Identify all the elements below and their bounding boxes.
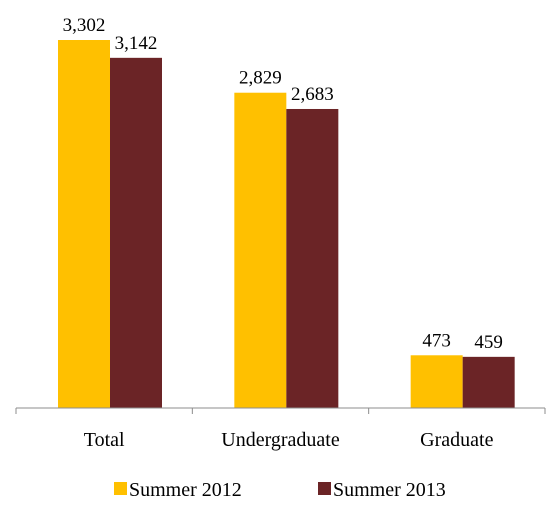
legend-swatch-summer-2012 (114, 482, 127, 495)
data-label-undergraduate-summer-2013: 2,683 (291, 84, 334, 105)
bar-graduate-summer-2013 (462, 356, 515, 408)
bar-undergraduate-summer-2012 (234, 92, 287, 408)
bars-group (58, 40, 515, 409)
bar-undergraduate-summer-2013 (286, 108, 339, 408)
data-label-graduate-summer-2013: 459 (474, 332, 503, 353)
x-tick-label-total: Total (84, 429, 125, 451)
data-label-graduate-summer-2012: 473 (422, 330, 451, 351)
x-tick-label-graduate: Graduate (420, 429, 493, 451)
bar-total-summer-2013 (110, 57, 162, 409)
bar-graduate-summer-2012 (410, 355, 463, 408)
legend-label-summer-2013: Summer 2013 (333, 479, 446, 501)
data-label-total-summer-2013: 3,142 (115, 33, 158, 54)
bar-total-summer-2012 (58, 40, 110, 408)
x-tick-label-undergraduate: Undergraduate (221, 429, 340, 451)
x-axis: Total Undergraduate Graduate (15, 407, 546, 451)
legend-label-summer-2012: Summer 2012 (129, 479, 242, 501)
legend-swatch-summer-2013 (318, 482, 331, 495)
data-labels-group: 3,302 3,142 2,829 2,683 473 459 (63, 15, 503, 353)
data-label-undergraduate-summer-2012: 2,829 (239, 68, 282, 89)
legend: Summer 2012 Summer 2013 (114, 479, 446, 501)
data-label-total-summer-2012: 3,302 (63, 15, 106, 36)
